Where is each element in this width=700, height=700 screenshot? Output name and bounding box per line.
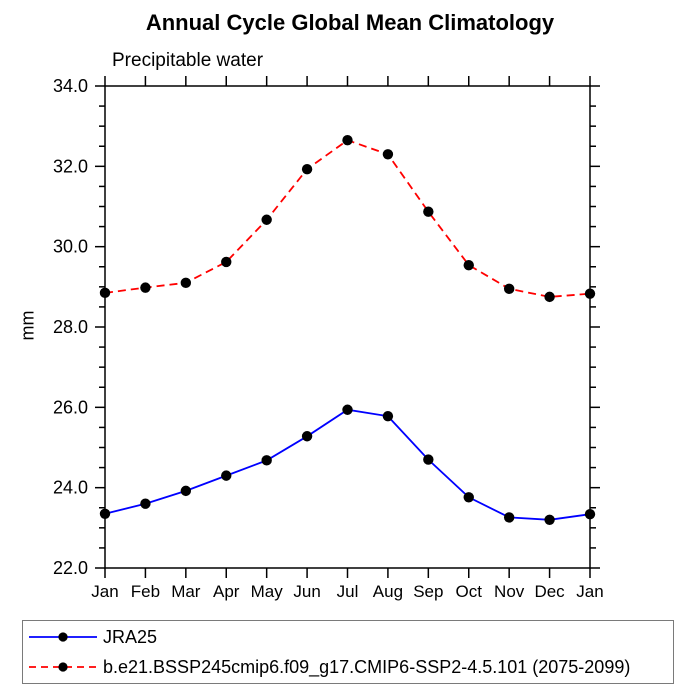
data-point-jra25: [463, 492, 474, 503]
x-tick-label: Jun: [293, 582, 320, 601]
x-tick-label: Mar: [171, 582, 201, 601]
legend-line-sample-dashed: [29, 662, 97, 672]
legend-item-model: b.e21.BSSP245cmip6.f09_g17.CMIP6-SSP2-4.…: [23, 653, 673, 681]
data-point-jra25: [261, 455, 272, 466]
chart-subtitle: Precipitable water: [112, 50, 264, 71]
series-line-jra25: [104, 408, 591, 521]
data-point-jra25: [99, 508, 111, 519]
y-tick-label: 34.0: [53, 76, 88, 96]
legend-label: b.e21.BSSP245cmip6.f09_g17.CMIP6-SSP2-4.…: [103, 656, 631, 677]
data-point-model: [180, 277, 192, 289]
data-point-jra25: [301, 431, 313, 442]
legend-label: JRA25: [103, 626, 158, 647]
y-tick-label: 24.0: [53, 478, 88, 498]
x-tick-label: Jan: [576, 582, 603, 601]
legend-box: JRA25 b.e21.BSSP245cmip6.f09_g17.CMIP6-S…: [22, 620, 674, 684]
x-tick-label: Aug: [373, 582, 403, 601]
data-point-jra25: [140, 498, 151, 509]
data-point-jra25: [423, 454, 434, 465]
x-tick-label: Apr: [213, 582, 240, 601]
plot-frame: [104, 85, 591, 569]
data-point-model: [221, 256, 232, 268]
data-point-model: [382, 149, 394, 160]
legend-item-jra25: JRA25: [23, 623, 673, 651]
y-tick-label: 28.0: [53, 317, 88, 337]
data-point-model: [261, 214, 272, 225]
data-point-model: [584, 288, 596, 299]
data-point-jra25: [342, 404, 353, 415]
x-tick-label: Feb: [131, 582, 160, 601]
data-point-model: [503, 283, 515, 295]
legend-marker-dot: [58, 632, 68, 642]
data-point-jra25: [544, 514, 555, 525]
x-tick-label: Dec: [534, 582, 565, 601]
y-tick-label: 32.0: [53, 156, 88, 176]
x-tick-label: May: [251, 582, 284, 601]
chart-canvas: 22.0 24.0 26.0 28.0 30.0 32.0 34.0 Jan Feb Mar Apr…: [53, 76, 604, 601]
data-point-model: [140, 282, 151, 293]
data-point-model: [423, 206, 434, 217]
data-point-jra25: [503, 512, 515, 523]
data-point-jra25: [584, 508, 596, 520]
data-point-model: [544, 291, 555, 303]
data-point-model: [342, 135, 353, 146]
series-line-model: [104, 139, 591, 298]
legend-line-sample-solid: [29, 632, 97, 642]
data-point-model: [99, 287, 111, 299]
y-tick-label: 22.0: [53, 558, 88, 578]
data-point-jra25: [221, 470, 232, 481]
data-point-jra25: [382, 410, 394, 422]
legend-marker-dot: [58, 662, 68, 672]
x-tick-label: Sep: [413, 582, 443, 601]
data-point-model: [301, 163, 313, 175]
chart-title: Annual Cycle Global Mean Climatology: [145, 10, 555, 35]
y-tick-label: 30.0: [53, 237, 88, 257]
y-tick-label: 26.0: [53, 397, 88, 417]
x-tick-label: Jan: [91, 582, 118, 601]
x-tick-label: Nov: [494, 582, 525, 601]
data-point-model: [463, 259, 474, 271]
x-tick-label: Oct: [456, 582, 483, 601]
x-tick-label: Jul: [337, 582, 359, 601]
data-point-jra25: [180, 485, 192, 497]
